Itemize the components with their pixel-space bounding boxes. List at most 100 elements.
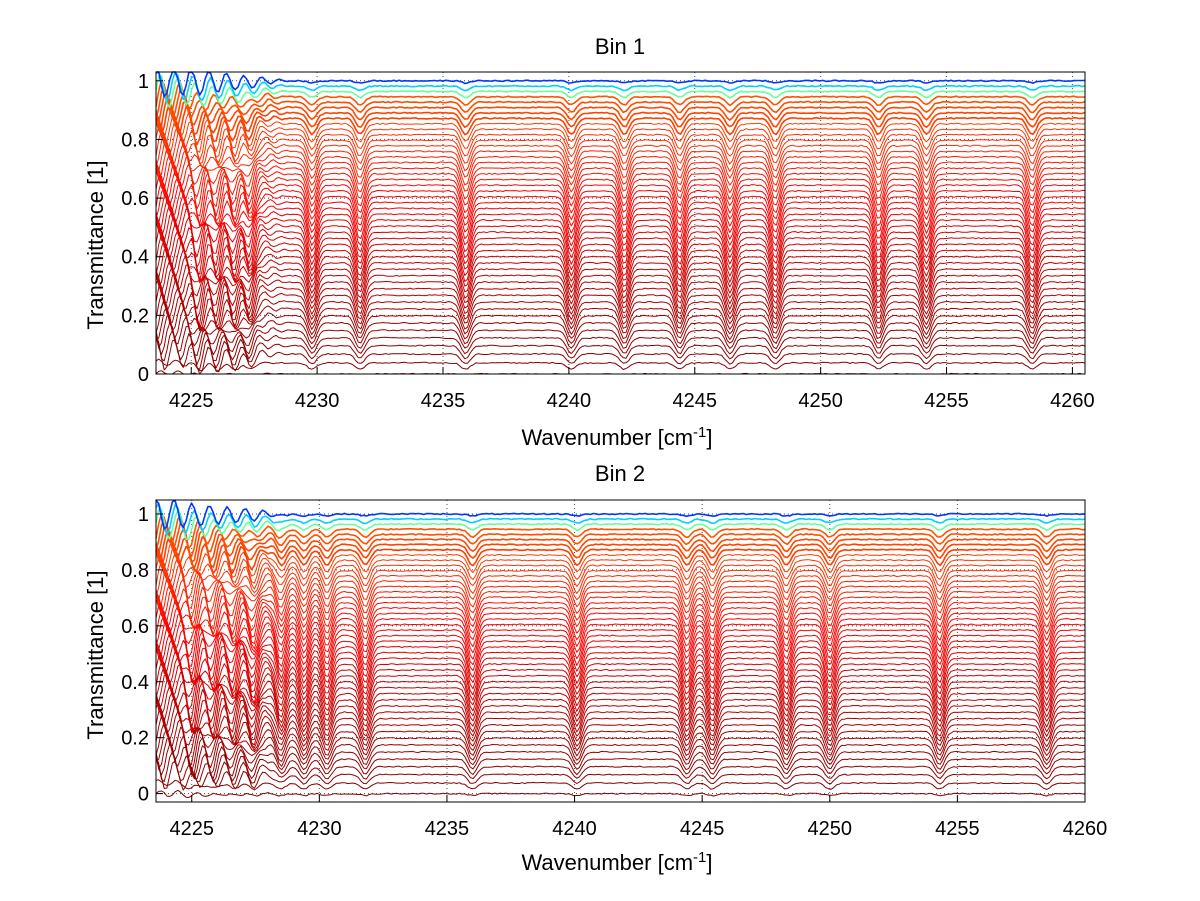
- x-tick-label: 4245: [673, 390, 718, 412]
- spectrum-line: [155, 358, 1086, 372]
- spectrum-line: [155, 549, 1086, 590]
- x-ticks: 4225 4230 4235 4240 4245 4250 4255 4260: [169, 795, 1107, 840]
- spectrum-line: [155, 96, 1086, 136]
- spectrum-line: [155, 641, 1085, 699]
- spectrum-line: [155, 336, 1086, 375]
- spectrum-line: [155, 539, 1086, 578]
- spectrum-line: [155, 530, 1086, 569]
- spectrum-line: [156, 71, 1086, 98]
- spectrum-line: [155, 743, 1086, 783]
- x-tick-label: 4235: [421, 390, 466, 412]
- y-tick-label: 0: [138, 784, 149, 806]
- spectrum-line: [155, 715, 1086, 765]
- spectrum-line: [155, 278, 1086, 331]
- y-tick-label: 0.4: [121, 672, 149, 694]
- spectrum-line: [155, 199, 1086, 258]
- spectrum-line: [155, 133, 1086, 179]
- spectrum-line: [155, 101, 1086, 146]
- spectrum-line: [155, 502, 1086, 536]
- spectrum-line: [155, 513, 1086, 550]
- y-axis-label: Transmittance [1]: [83, 160, 108, 329]
- spectrum-line: [155, 203, 1086, 268]
- plot-title: Bin 1: [595, 34, 645, 59]
- spectrum-line: [155, 582, 1086, 636]
- spectrum-line: [155, 253, 1086, 310]
- x-axis-label: Wavenumber [cm-1]: [521, 849, 712, 876]
- x-tick-label: 4245: [680, 818, 725, 840]
- spectrum-line: [155, 329, 1086, 370]
- spectrum-line: [155, 608, 1086, 667]
- spectrum-line: [155, 632, 1086, 692]
- y-tick-label: 0.8: [121, 560, 149, 582]
- spectrum-line: [155, 286, 1086, 332]
- y-tick-label: 0.4: [121, 247, 149, 269]
- spectrum-line: [155, 565, 1086, 620]
- x-tick-label: 4230: [297, 818, 342, 840]
- spectrum-line: [155, 108, 1086, 153]
- spectrum-line: [155, 695, 1086, 746]
- spectrum-line: [155, 259, 1086, 319]
- spectrum-line: [155, 306, 1086, 347]
- spectrum-line: [155, 591, 1086, 644]
- x-tick-label: 4240: [552, 818, 597, 840]
- spectrum-line: [155, 71, 1086, 103]
- x-tick-label: 4240: [547, 390, 592, 412]
- x-tick-label: 4250: [798, 390, 843, 412]
- y-tick-label: 0: [138, 364, 149, 386]
- spectrum-line: [155, 613, 1086, 678]
- y-axis-label: Transmittance [1]: [83, 570, 108, 739]
- spectrum-line: [155, 233, 1086, 289]
- spectrum-line: [155, 701, 1086, 749]
- spectrum-line: [155, 596, 1086, 649]
- spectrum-line: [155, 751, 1086, 785]
- spectrum-line: [155, 509, 1086, 541]
- spectrum-line: [155, 679, 1086, 736]
- x-tick-label: 4260: [1063, 818, 1108, 840]
- spectrum-line: [155, 239, 1086, 294]
- spectrum-line: [155, 637, 1086, 695]
- spectrum-line: [155, 555, 1085, 600]
- x-tick-label: 4235: [425, 818, 470, 840]
- spectrum-line: [155, 721, 1086, 773]
- spectrum-line: [155, 660, 1086, 720]
- spectrum-line: [155, 604, 1086, 658]
- spectrum-line: [155, 685, 1086, 740]
- x-ticks: 4225 4230 4235 4240 4245 4250 4255 4260: [169, 367, 1095, 412]
- spectrum-line: [155, 147, 1086, 198]
- spectrum-line: [155, 185, 1086, 240]
- axes-box: [155, 71, 1086, 375]
- spectrum-line: [155, 709, 1085, 758]
- spectrum-line: [155, 322, 1086, 365]
- spectrum-line: [155, 654, 1086, 710]
- spectrum-line: [155, 75, 1085, 108]
- y-tick-label: 1: [138, 71, 149, 93]
- spectrum-line: [155, 534, 1086, 574]
- plot-bin-1: Bin 1 4225 4230 4235 4240 4245 4250 4255 4260 0…: [83, 34, 1095, 450]
- y-tick-label: 0.6: [121, 616, 149, 638]
- x-tick-label: 4255: [924, 390, 969, 412]
- spectrum-line: [155, 577, 1086, 630]
- spectrum-line: [155, 228, 1085, 283]
- spectrum-line: [155, 298, 1086, 340]
- plot-bin-2: Bin 2 4225 4230 4235 4240 4245 4250 4255 4260 0…: [83, 461, 1107, 875]
- spectrum-line: [155, 647, 1086, 704]
- spectrum-line: [155, 626, 1086, 686]
- x-axis-label: Wavenumber [cm-1]: [521, 424, 712, 451]
- spectrum-line: [155, 161, 1086, 225]
- spectrum-line: [155, 168, 1086, 228]
- y-tick-label: 0.2: [121, 728, 149, 750]
- y-tick-label: 1: [138, 504, 149, 526]
- spectrum-line: [155, 779, 1086, 791]
- spectrum-line: [155, 517, 1086, 558]
- y-tick-label: 0.2: [121, 305, 149, 327]
- x-tick-label: 4230: [295, 390, 340, 412]
- spectrum-line: [155, 209, 1086, 275]
- spectrum-line: [155, 158, 1086, 217]
- y-ticks: 0 0.2 0.4 0.6 0.8 1: [121, 504, 163, 806]
- x-tick-label: 4250: [808, 818, 853, 840]
- spectrum-line: [155, 111, 1086, 161]
- series-group: [155, 71, 1086, 375]
- x-tick-label: 4255: [935, 818, 980, 840]
- spectrum-line: [155, 214, 1086, 282]
